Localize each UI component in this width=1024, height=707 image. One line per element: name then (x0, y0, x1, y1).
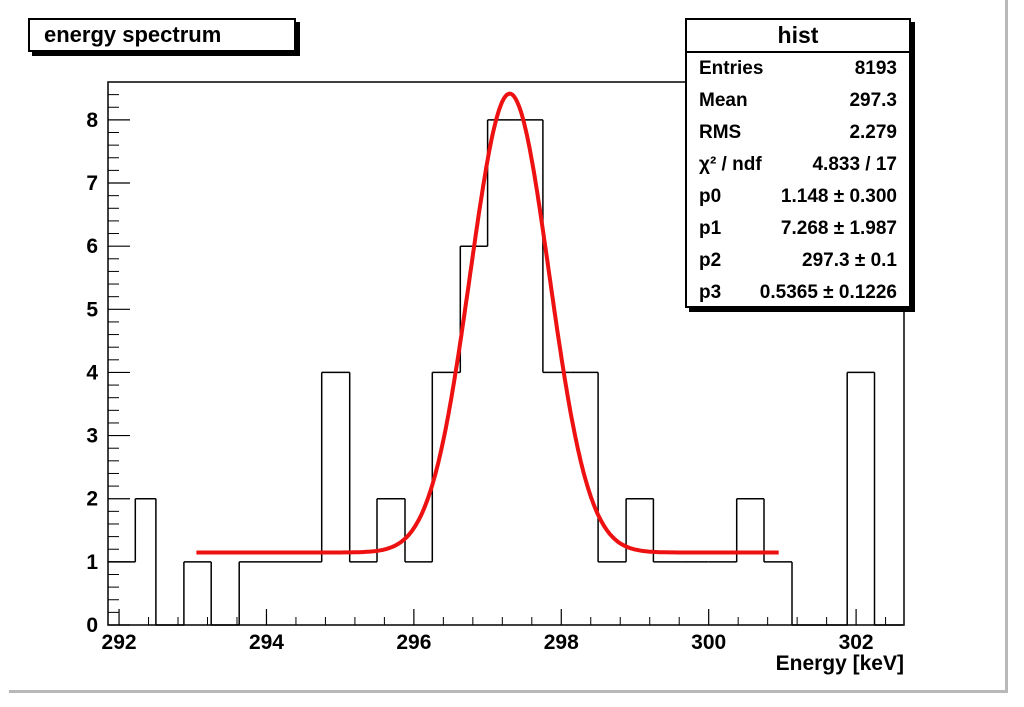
y-tick-label: 5 (86, 298, 98, 321)
stats-label: p0 (699, 186, 722, 207)
stats-rows: Entries 8193 Mean 297.3 RMS 2.279 χ² / ndf 4.83… (687, 53, 909, 309)
stats-value: 297.3 ± 0.1 (802, 250, 897, 271)
plot-canvas: 292 294 296 298 300 302 0 1 2 3 4 5 6 7 8 Energy [keV]… (9, 0, 1008, 693)
fit-layer (195, 91, 780, 555)
y-tick-label: 6 (86, 235, 98, 258)
plot-frame (107, 81, 905, 626)
y-tick-label: 8 (86, 109, 98, 132)
y-tick-label: 3 (86, 425, 98, 448)
x-tick-label: 302 (839, 631, 874, 654)
stats-label: Mean (699, 90, 748, 111)
stats-value: 0.5365 ± 0.1226 (759, 282, 897, 303)
x-tick-label: 292 (102, 631, 137, 654)
fit-curve (195, 91, 780, 555)
y-tick-label: 4 (86, 361, 98, 384)
y-tick-label: 7 (86, 172, 98, 195)
stats-label: p2 (699, 250, 722, 271)
stats-label: RMS (699, 122, 742, 143)
stats-value: 8193 (854, 58, 897, 79)
stats-row: Mean 297.3 (687, 85, 909, 117)
x-tick-label: 294 (249, 631, 284, 654)
x-tick-label: 298 (544, 631, 579, 654)
stats-label: Entries (699, 58, 764, 79)
chart-title: energy spectrum (28, 18, 296, 52)
histogram-chart: 292 294 296 298 300 302 0 1 2 3 4 5 6 7 8 Energy [keV] (86, 81, 905, 675)
stats-row: p1 7.268 ± 1.987 (687, 213, 909, 245)
stats-value: 1.148 ± 0.300 (780, 186, 897, 207)
stats-row: p2 297.3 ± 0.1 (687, 245, 909, 277)
stats-value: 2.279 (849, 122, 897, 143)
y-tick-label: 2 (86, 488, 98, 511)
stats-value: 4.833 / 17 (812, 154, 897, 175)
stats-row: χ² / ndf 4.833 / 17 (687, 149, 909, 181)
axis-layer: 292 294 296 298 300 302 0 1 2 3 4 5 6 7 8 (86, 94, 887, 654)
stats-row: p0 1.148 ± 0.300 (687, 181, 909, 213)
x-axis-title: Energy [keV] (776, 652, 904, 675)
y-tick-label: 0 (86, 614, 98, 637)
stats-label: χ² / ndf (699, 154, 762, 175)
stats-row: Entries 8193 (687, 53, 909, 85)
stats-value: 7.268 ± 1.987 (780, 218, 897, 239)
y-tick-label: 1 (86, 551, 98, 574)
stats-value: 297.3 (849, 90, 897, 111)
stats-title: hist (687, 20, 909, 53)
stats-label: p3 (699, 282, 722, 303)
stats-box: hist Entries 8193 Mean 297.3 RMS 2.279 χ² / nd… (685, 18, 911, 308)
stats-row: RMS 2.279 (687, 117, 909, 149)
stats-label: p1 (699, 218, 722, 239)
x-tick-label: 300 (691, 631, 726, 654)
stats-row: p3 0.5365 ± 0.1226 (687, 277, 909, 309)
x-tick-label: 296 (396, 631, 431, 654)
